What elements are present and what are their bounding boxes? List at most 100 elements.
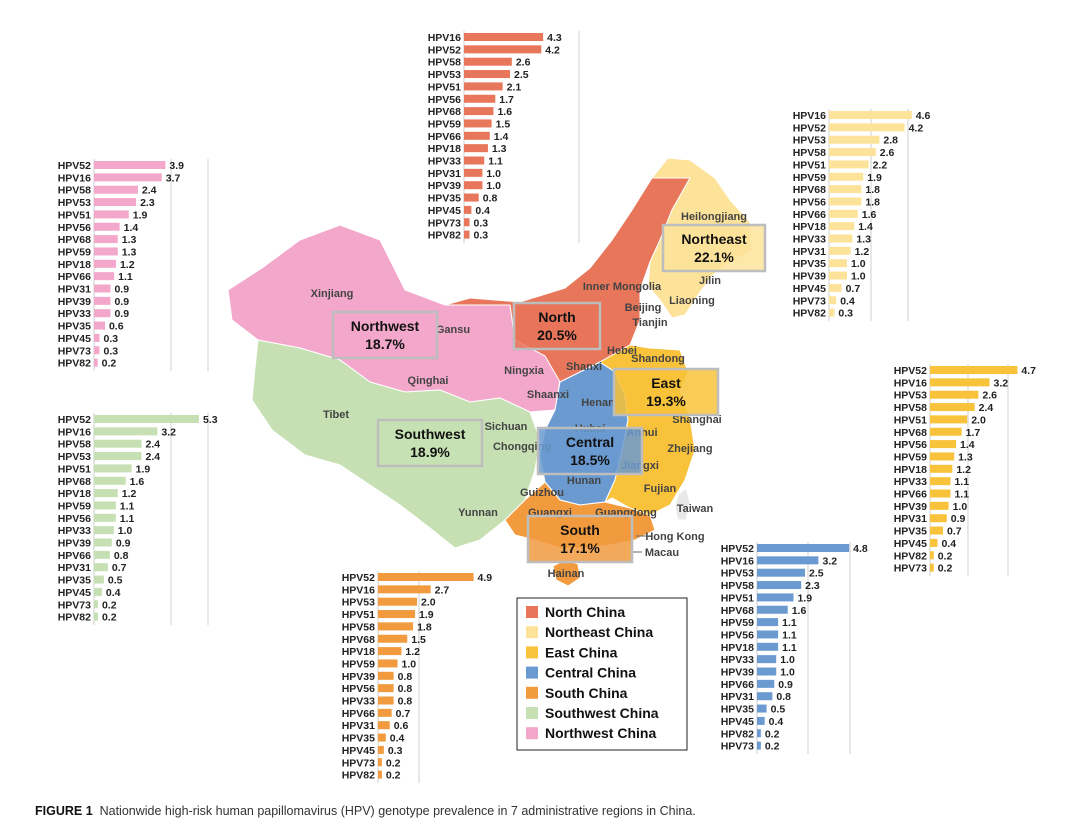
tick-label: HPV51 xyxy=(428,81,461,93)
data-label: 2.0 xyxy=(421,597,436,609)
bar xyxy=(94,173,162,182)
legend-swatch-north-china xyxy=(526,606,538,618)
tick-label: HPV68 xyxy=(894,427,927,439)
region-box-south-frame xyxy=(526,514,634,564)
data-label: 1.9 xyxy=(867,172,882,184)
tick-label: HPV39 xyxy=(58,296,91,308)
bar xyxy=(930,464,953,473)
bar xyxy=(464,131,490,140)
tick-label: HPV56 xyxy=(58,513,91,525)
bar xyxy=(94,427,158,436)
data-label: 0.9 xyxy=(951,513,966,525)
data-label: 0.2 xyxy=(765,728,780,740)
data-label: 1.0 xyxy=(486,180,501,192)
bar xyxy=(378,647,402,656)
data-label: 4.2 xyxy=(545,44,560,56)
legend-entry-southwest-china: Southwest China xyxy=(545,705,659,721)
data-label: 1.2 xyxy=(855,246,870,258)
tick-label: HPV35 xyxy=(793,258,826,270)
bar xyxy=(378,770,382,779)
tick-label: HPV51 xyxy=(58,463,91,475)
data-label: 0.8 xyxy=(776,691,791,703)
bar xyxy=(829,185,862,194)
bar xyxy=(930,514,947,523)
region-box-central: Central 18.5% xyxy=(536,426,644,476)
tick-label: HPV66 xyxy=(342,708,375,720)
bar xyxy=(94,439,142,448)
province-label-heilongjiang: Heilongjiang xyxy=(681,211,747,223)
bar xyxy=(464,205,472,214)
bar xyxy=(757,630,779,639)
bar xyxy=(378,733,386,742)
bar xyxy=(94,489,118,498)
bar xyxy=(930,551,934,560)
bar xyxy=(378,659,398,668)
tick-label: HPV18 xyxy=(58,259,91,271)
region-box-northeast: Northeast 22.1% xyxy=(661,223,767,273)
data-label: 1.8 xyxy=(865,196,880,208)
tick-label: HPV33 xyxy=(58,525,91,537)
tick-label: HPV35 xyxy=(428,193,461,205)
tick-label: HPV59 xyxy=(58,500,91,512)
data-label: 1.9 xyxy=(136,463,151,475)
data-label: 1.0 xyxy=(851,271,866,283)
bar xyxy=(94,185,138,194)
province-label-zhejiang: Zhejiang xyxy=(667,443,712,455)
tick-label: HPV51 xyxy=(721,592,754,604)
province-label-ningxia: Ningxia xyxy=(504,365,545,377)
tick-label: HPV82 xyxy=(428,230,461,242)
province-label-hainan: Hainan xyxy=(548,568,585,580)
tick-label: HPV53 xyxy=(428,69,461,81)
tick-label: HPV59 xyxy=(793,172,826,184)
bar-chart-south: HPV52 4.9 HPV16 2.7 HPV53 2.0 HPV51 1.9 HPV58 1.8… xyxy=(342,571,492,783)
data-label: 1.0 xyxy=(851,258,866,270)
data-label: 2.4 xyxy=(979,402,994,414)
legend-entry-central-china: Central China xyxy=(545,665,636,681)
data-label: 0.7 xyxy=(846,283,861,295)
bar xyxy=(930,489,951,498)
province-label-tibet: Tibet xyxy=(323,409,349,421)
figure-caption-text: Nationwide high-risk human papillomaviru… xyxy=(99,804,696,818)
bar xyxy=(829,234,853,243)
tick-label: HPV35 xyxy=(58,575,91,587)
bar xyxy=(464,193,479,202)
bar xyxy=(757,741,761,750)
tick-label: HPV51 xyxy=(58,209,91,221)
tick-label: HPV58 xyxy=(58,185,91,197)
tick-label: HPV35 xyxy=(894,526,927,538)
data-label: 0.4 xyxy=(390,733,405,745)
data-label: 2.7 xyxy=(435,584,450,596)
region-box-northwest: Northwest 18.7% xyxy=(331,310,439,360)
bar xyxy=(464,230,470,239)
data-label: 1.2 xyxy=(405,646,420,658)
tick-label: HPV53 xyxy=(58,197,91,209)
tick-label: HPV33 xyxy=(58,308,91,320)
data-label: 2.5 xyxy=(514,69,529,81)
bar xyxy=(757,642,779,651)
tick-label: HPV31 xyxy=(721,691,754,703)
tick-label: HPV35 xyxy=(342,733,375,745)
data-label: 1.1 xyxy=(782,629,797,641)
tick-label: HPV52 xyxy=(428,44,461,56)
data-label: 0.7 xyxy=(112,562,127,574)
bar xyxy=(930,440,957,449)
province-label-hunan: Hunan xyxy=(567,475,602,487)
region-prevalence-central: 18.5% xyxy=(570,452,610,468)
region-box-south: South 17.1% xyxy=(526,514,634,564)
data-label: 1.9 xyxy=(133,209,148,221)
bar xyxy=(757,667,777,676)
data-label: 1.4 xyxy=(858,221,873,233)
tick-label: HPV52 xyxy=(58,160,91,172)
tick-label: HPV16 xyxy=(58,172,91,184)
tick-label: HPV73 xyxy=(793,295,826,307)
bar xyxy=(757,581,802,590)
data-label: 1.3 xyxy=(958,451,973,463)
bar xyxy=(829,148,876,157)
tick-label: HPV56 xyxy=(342,683,375,695)
bar xyxy=(94,575,104,584)
bar xyxy=(378,622,414,631)
data-label: 1.1 xyxy=(488,156,503,168)
tick-label: HPV73 xyxy=(58,345,91,357)
tick-label: HPV31 xyxy=(793,246,826,258)
tick-label: HPV66 xyxy=(793,209,826,221)
